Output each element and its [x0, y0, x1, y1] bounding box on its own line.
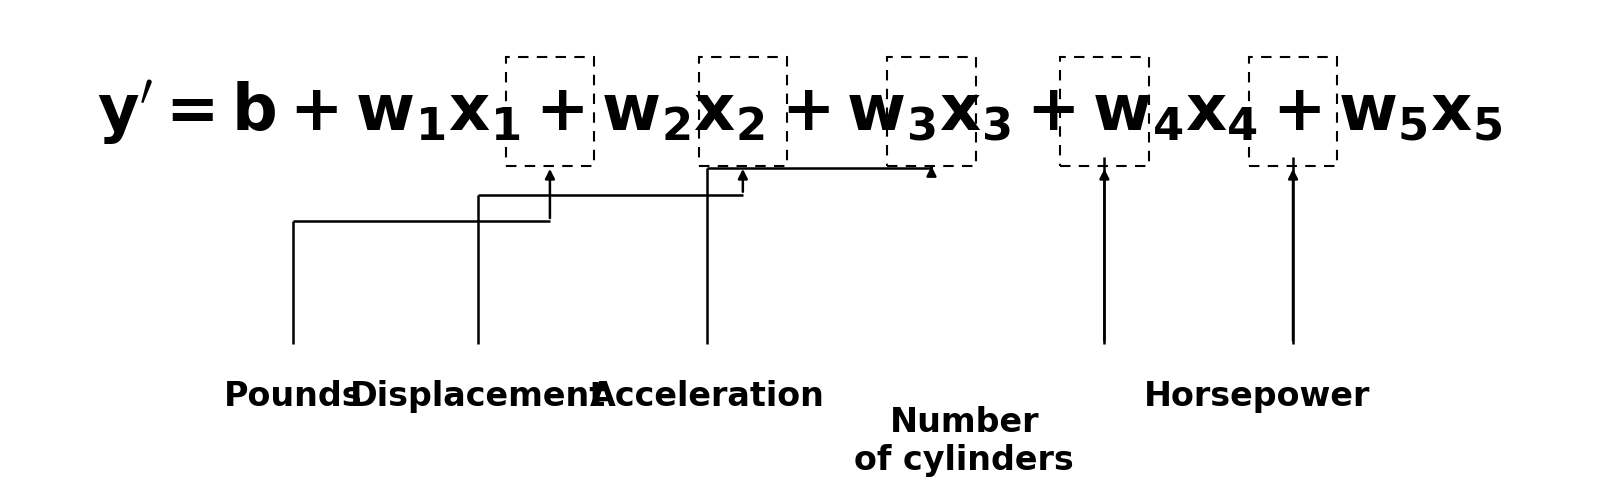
Text: Displacement: Displacement: [350, 379, 606, 412]
Bar: [1061, 58, 1149, 166]
Bar: [506, 58, 594, 166]
Text: Acceleration: Acceleration: [590, 379, 824, 412]
Bar: [886, 58, 976, 166]
Text: Pounds: Pounds: [224, 379, 362, 412]
Text: Horsepower: Horsepower: [1144, 379, 1371, 412]
Bar: [1248, 58, 1338, 166]
Bar: [699, 58, 787, 166]
Text: $\mathbf{y' = b + w_1x_1 + w_2x_2 + w_3x_3 + w_4x_4 + w_5x_5}$: $\mathbf{y' = b + w_1x_1 + w_2x_2 + w_3x…: [98, 78, 1502, 146]
Text: Number
of cylinders: Number of cylinders: [854, 405, 1074, 476]
